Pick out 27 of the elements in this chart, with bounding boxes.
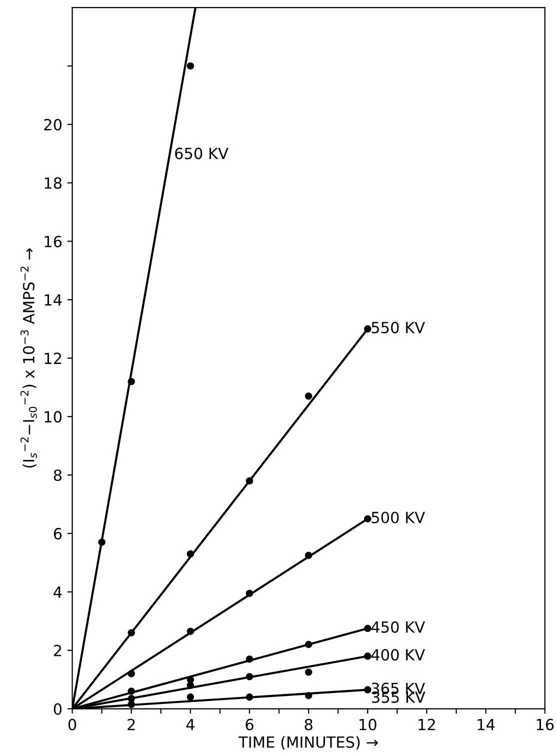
y-tick-label: 4 [54, 586, 62, 598]
y-tick-label: 0 [54, 703, 62, 715]
series-label: 500 KV [372, 512, 425, 524]
y-tick-label: 16 [44, 236, 62, 248]
y-tick-label: 12 [44, 352, 62, 364]
x-tick-label: 0 [68, 718, 76, 730]
x-tick-label: 12 [418, 718, 435, 730]
x-tick-label: 6 [246, 718, 254, 730]
x-tick-label: 8 [304, 718, 312, 730]
y-tick-label: 18 [44, 177, 62, 189]
y-tick-label: 8 [54, 469, 62, 482]
x-tick-label: 4 [186, 718, 194, 730]
x-axis-title: TIME (MINUTES) → [238, 736, 378, 750]
y-tick-label: 14 [44, 294, 62, 306]
x-tick-label: 10 [360, 718, 376, 730]
x-tick-label: 14 [478, 718, 495, 730]
y-tick-label: 20 [44, 118, 62, 130]
x-tick-label: 2 [128, 718, 135, 730]
series-label: 400 KV [371, 649, 425, 661]
y-tick-label: 10 [44, 411, 62, 423]
text: (I$_{s}$$^{−2}$−I$_{s0}$$^{−2}$) x 10$^{−3}$ AMPS$^{−2}$ → [20, 248, 37, 468]
series-label: 450 KV [371, 621, 425, 633]
x-tick-label: 16 [536, 718, 554, 730]
y-tick-label: 6 [54, 528, 62, 540]
series-label: 650 KV [175, 148, 228, 160]
y-tick-label: 2 [54, 644, 62, 656]
series-label: 550 KV [372, 322, 425, 334]
